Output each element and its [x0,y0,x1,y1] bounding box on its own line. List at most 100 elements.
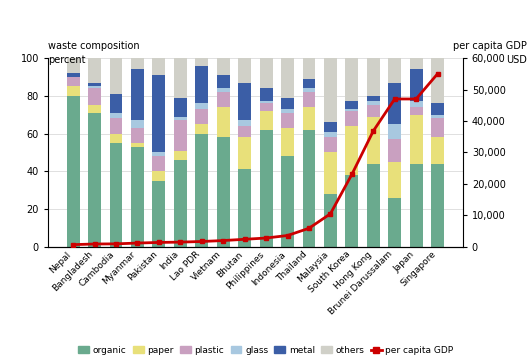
per capita GDP [306,226,312,231]
Bar [110,118,122,134]
Bar [217,88,230,92]
Bar [217,107,230,137]
Bar [345,109,358,111]
Bar [431,58,444,103]
Bar [153,75,165,152]
Bar [410,58,422,69]
Bar [131,147,144,247]
Bar [303,88,315,92]
Bar [131,128,144,143]
Bar [153,181,165,247]
Bar [281,98,294,109]
Bar [324,132,337,137]
Bar [217,58,230,75]
Bar [260,58,272,88]
Bar [66,73,80,77]
Bar [174,160,187,247]
per capita GDP [198,239,205,244]
Bar [281,156,294,247]
Bar [131,69,144,121]
Bar [174,58,187,98]
per capita GDP [242,237,248,241]
Bar [110,143,122,247]
Bar [217,92,230,107]
Bar [110,94,122,113]
Bar [88,83,101,86]
Bar [281,109,294,113]
Bar [303,130,315,247]
Bar [431,137,444,164]
Bar [431,115,444,118]
Bar [281,113,294,128]
Bar [88,105,101,113]
Bar [174,117,187,121]
per capita GDP [263,236,269,240]
per capita GDP [348,172,355,177]
Bar [388,58,401,83]
per capita GDP [113,242,119,246]
Bar [260,102,272,103]
Bar [195,66,208,103]
Bar [388,162,401,198]
Bar [153,171,165,181]
Bar [195,58,208,66]
Bar [195,103,208,109]
per capita GDP [392,97,398,101]
Bar [88,88,101,105]
Bar [410,164,422,247]
Bar [66,96,80,247]
Bar [345,111,358,126]
per capita GDP [434,72,440,76]
Bar [260,130,272,247]
Bar [66,58,80,73]
per capita GDP [220,238,227,243]
per capita GDP [327,212,334,216]
Bar [388,139,401,162]
Bar [110,134,122,143]
Bar [195,124,208,134]
Bar [88,86,101,88]
Bar [345,175,358,247]
Bar [367,58,380,96]
Bar [410,102,422,107]
Bar [431,118,444,137]
per capita GDP [413,97,419,101]
Bar [88,113,101,247]
Bar [324,152,337,194]
Bar [367,102,380,105]
Bar [217,75,230,88]
Bar [195,109,208,124]
Bar [367,117,380,164]
Bar [388,124,401,139]
Bar [174,121,187,151]
Text: percent: percent [48,55,85,65]
Bar [388,83,401,124]
Bar [410,107,422,115]
Text: waste composition: waste composition [48,41,139,51]
Bar [110,58,122,94]
Bar [303,79,315,88]
Bar [367,96,380,102]
per capita GDP [70,242,77,247]
per capita GDP [134,241,140,245]
Bar [195,134,208,247]
Legend: organic, paper, plastic, glass, metal, others, per capita GDP: organic, paper, plastic, glass, metal, o… [75,342,457,359]
Bar [388,198,401,247]
Bar [281,58,294,98]
Bar [110,113,122,118]
Bar [281,128,294,156]
Bar [303,92,315,107]
Bar [410,69,422,102]
per capita GDP [284,233,290,238]
Bar [174,98,187,117]
Bar [260,103,272,111]
Bar [324,58,337,122]
per capita GDP [370,129,377,133]
Bar [238,170,251,247]
Bar [153,58,165,75]
Bar [345,102,358,109]
Bar [260,111,272,130]
per capita GDP [177,240,184,244]
Bar [303,58,315,79]
Bar [431,103,444,115]
